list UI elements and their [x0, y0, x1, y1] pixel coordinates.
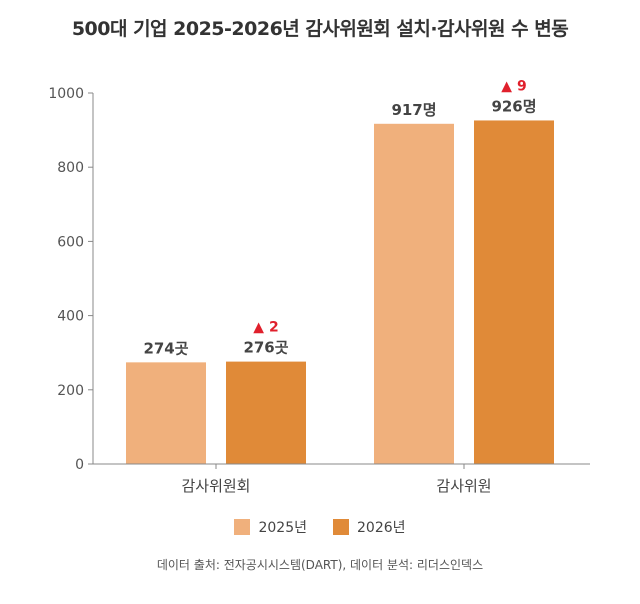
y-tick-label: 200: [57, 383, 84, 399]
legend-swatch-2026: [333, 519, 349, 535]
legend-swatch-2025: [234, 519, 251, 535]
change-label: ▲ 2: [253, 320, 278, 336]
data-label: 276곳: [243, 339, 288, 357]
legend-item-2025: 2025년: [234, 517, 307, 537]
bars: 274곳 276곳 ▲ 2 917명 926명 ▲ 9: [126, 78, 554, 464]
bar-chart: 0 200 400 600 800 1000 274곳 276곳 ▲ 2 917명 926명 ▲ 9…: [48, 78, 590, 495]
x-axis: 감사위원회 감사위원: [93, 463, 590, 495]
chart-title: 500대 기업 2025-2026년 감사위원회 설치·감사위원 수 변동: [71, 18, 569, 40]
y-tick-label: 600: [57, 234, 84, 250]
data-label: 917명: [391, 101, 436, 119]
x-tick-label: 감사위원회: [181, 477, 250, 495]
legend-label-2026: 2026년: [357, 520, 406, 536]
legend: 2025년 2026년: [0, 517, 640, 537]
y-axis: 0 200 400 600 800 1000: [48, 86, 94, 473]
y-tick-label: 0: [75, 457, 84, 473]
legend-item-2026: 2026년: [333, 517, 406, 537]
y-tick-label: 1000: [48, 86, 84, 102]
data-label: 926명: [491, 97, 536, 115]
bar: [474, 120, 554, 464]
y-tick-label: 400: [57, 309, 84, 325]
data-label: 274곳: [143, 339, 188, 357]
bar: [374, 123, 454, 464]
source-note: 데이터 출처: 전자공시시스템(DART), 데이터 분석: 리더스인덱스: [156, 558, 484, 572]
x-tick-label: 감사위원: [436, 477, 491, 495]
legend-label-2025: 2025년: [258, 520, 307, 536]
bar: [126, 362, 206, 464]
change-label: ▲ 9: [501, 78, 526, 94]
y-tick-label: 800: [57, 160, 84, 176]
bar: [226, 361, 306, 464]
